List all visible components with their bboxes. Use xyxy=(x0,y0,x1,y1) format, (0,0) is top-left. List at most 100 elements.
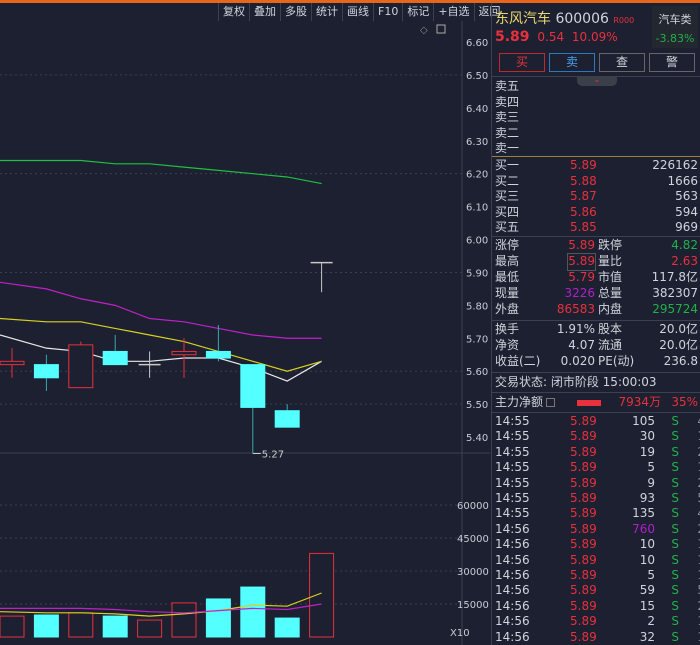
main-flow-row: 主力净额 7934万 35% xyxy=(492,395,700,411)
trade-row: 14:56 5.89 32 S 1 xyxy=(492,630,700,645)
trade-time: 14:55 xyxy=(495,491,530,505)
stat-label: 换手 xyxy=(495,322,520,336)
buy-button[interactable]: 买 xyxy=(499,53,545,72)
ma-line xyxy=(0,159,322,185)
stat-label: 内盘 xyxy=(598,302,623,316)
volume-ma-line xyxy=(0,603,322,614)
trade-count: 1 xyxy=(697,429,700,445)
trade-count: 5 xyxy=(697,491,700,507)
ask-row: 卖一 xyxy=(492,141,700,157)
volume-tick: 15000 xyxy=(457,600,489,611)
stat-row: 收益(二) 0.020 PE(动) 236.8 xyxy=(492,354,700,370)
kline-chart[interactable]: ◇ 6.60 6.50 6.40 6.30 6.20 6.10 6.00 5.90 5.80 5.7… xyxy=(0,21,490,645)
toolbar-button[interactable]: 画线 xyxy=(342,3,373,21)
trade-side: S xyxy=(671,583,679,598)
volume-bar xyxy=(240,586,266,638)
trade-volume: 5 xyxy=(647,568,655,582)
stat-value: 5.79 xyxy=(568,270,595,284)
sector-pct: -3.83% xyxy=(655,32,695,45)
main-flow-label: 主力净额 xyxy=(495,395,544,409)
volume-tick: 30000 xyxy=(457,567,489,578)
alert-button[interactable]: 警 xyxy=(649,53,695,72)
stat-row: 现量 3226 总量 382307 xyxy=(492,286,700,302)
sector-box[interactable]: 汽车类 -3.83% xyxy=(652,6,698,48)
trade-count: 5 xyxy=(697,583,700,599)
stat-label: 涨停 xyxy=(495,238,520,252)
trade-row: 14:56 5.89 59 S 5 xyxy=(492,583,700,599)
query-button[interactable]: 查 xyxy=(599,53,645,72)
trade-time: 14:55 xyxy=(495,506,530,521)
trade-row: 14:55 5.89 5 S 1 xyxy=(492,460,700,476)
bid-row: 买二 5.88 1666 xyxy=(492,174,700,190)
stat-label: 收益(二) xyxy=(495,354,541,368)
stat-value: 86583 xyxy=(556,302,595,316)
toolbar-button[interactable]: +自选 xyxy=(433,3,473,21)
last-price: 5.89 xyxy=(495,29,530,45)
trade-volume: 5 xyxy=(647,460,655,475)
trade-price: 5.89 xyxy=(570,444,597,459)
trade-price: 5.89 xyxy=(570,414,597,428)
trade-row: 14:55 5.89 30 S 1 xyxy=(492,429,700,445)
toolbar-button[interactable]: 复权 xyxy=(218,3,249,21)
trade-volume: 2 xyxy=(647,614,655,629)
stat-value: 236.8 xyxy=(663,354,698,368)
stat-label: 现量 xyxy=(495,286,520,300)
stat-label: 市值 xyxy=(598,270,623,284)
volume-bar xyxy=(274,617,300,638)
price-tick: 5.80 xyxy=(466,301,488,312)
price-tick: 6.60 xyxy=(466,38,488,49)
trade-volume: 760 xyxy=(632,521,655,536)
list-icon[interactable] xyxy=(546,398,555,407)
stat-value: 382307 xyxy=(652,286,698,300)
candle-body xyxy=(274,410,300,428)
stock-name: 东风汽车 xyxy=(495,11,551,27)
trade-time: 14:56 xyxy=(495,521,530,536)
stat-row: 最高 5.89 量比 2.63 xyxy=(492,253,700,271)
trade-count: 2 xyxy=(697,476,700,492)
toolbar-button[interactable]: 返回 xyxy=(473,3,505,21)
trade-row: 14:55 5.89 9 S 2 xyxy=(492,476,700,492)
toolbar-button[interactable]: 统计 xyxy=(311,3,342,21)
volume-bar xyxy=(33,614,59,638)
stat-label: 跌停 xyxy=(598,238,623,252)
volume-bar xyxy=(102,615,128,638)
sell-button[interactable]: 卖 xyxy=(549,53,595,72)
trade-price: 5.89 xyxy=(570,598,597,613)
expand-chevron-icon[interactable]: ⌄ xyxy=(577,76,617,86)
trade-volume: 10 xyxy=(639,537,655,552)
trade-count: 1 xyxy=(697,568,700,584)
trade-row: 14:56 5.89 5 S 1 xyxy=(492,568,700,584)
trade-time: 14:55 xyxy=(495,429,530,444)
bid-price: 5.88 xyxy=(570,173,597,188)
stat-label: 最低 xyxy=(495,270,520,284)
bid-row: 买五 5.85 969 xyxy=(492,220,700,236)
trade-time: 14:56 xyxy=(495,537,530,552)
bid-row: 买三 5.87 563 xyxy=(492,189,700,205)
candle-body xyxy=(68,344,94,389)
toolbar-button[interactable]: 叠加 xyxy=(249,3,280,21)
stat-value: 3226 xyxy=(564,286,595,300)
trade-time: 14:56 xyxy=(495,629,530,644)
volume-bar xyxy=(205,598,231,638)
toolbar-button[interactable]: 多股 xyxy=(280,3,311,21)
candle-body xyxy=(102,350,128,366)
price-change: 0.54 xyxy=(537,30,565,44)
toolbar-button[interactable]: F10 xyxy=(373,3,402,21)
stat-value: 20.0亿 xyxy=(659,322,698,336)
toolbar-button[interactable]: 标记 xyxy=(402,3,433,21)
trade-side: S xyxy=(671,629,679,644)
price-tick: 5.50 xyxy=(466,400,488,411)
volume-tick: 45000 xyxy=(457,534,489,545)
volume-bar xyxy=(137,619,163,638)
trade-volume: 32 xyxy=(639,629,655,644)
trade-count: 1 xyxy=(697,460,700,476)
volume-ma-line xyxy=(0,592,322,617)
candle-body xyxy=(33,364,59,379)
ask-label: 卖一 xyxy=(495,141,520,155)
trade-count: 4 xyxy=(697,414,700,430)
ask-row: 卖五 xyxy=(492,79,700,95)
stat-label: 净资 xyxy=(495,338,520,352)
trade-price: 5.89 xyxy=(570,537,597,552)
price-change-pct: 10.09% xyxy=(571,30,618,44)
trade-price: 5.89 xyxy=(570,614,597,629)
